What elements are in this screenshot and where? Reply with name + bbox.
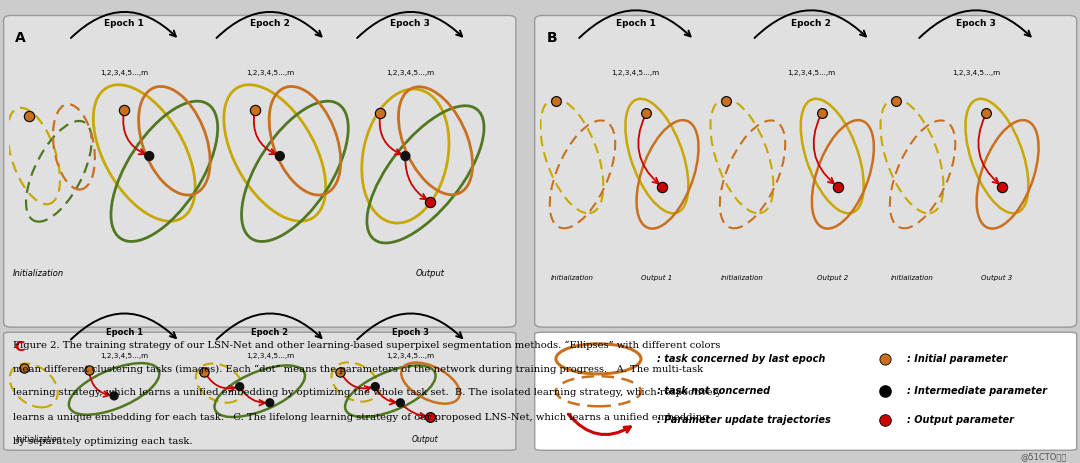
Text: Epoch 2: Epoch 2 [252, 328, 288, 337]
Text: A: A [15, 31, 26, 45]
Text: mean different clustering tasks (images). Each “dot” means the parameters of the: mean different clustering tasks (images)… [13, 364, 703, 374]
Text: 1,2,3,4,5...,m: 1,2,3,4,5...,m [246, 353, 294, 359]
Point [977, 110, 995, 117]
Text: 1,2,3,4,5...,m: 1,2,3,4,5...,m [951, 70, 1000, 76]
Text: 1,2,3,4,5...,m: 1,2,3,4,5...,m [100, 70, 148, 76]
Point [116, 106, 133, 114]
Text: Output: Output [413, 435, 438, 444]
Text: : Intermediate parameter: : Intermediate parameter [906, 386, 1047, 396]
Text: : Parameter update trajectories: : Parameter update trajectories [657, 415, 831, 425]
FancyBboxPatch shape [535, 332, 1077, 450]
Point [877, 388, 894, 395]
Text: Output: Output [416, 269, 445, 278]
Text: 1,2,3,4,5...,m: 1,2,3,4,5...,m [387, 353, 434, 359]
Text: Epoch 2: Epoch 2 [791, 19, 831, 28]
Text: 1,2,3,4,5...,m: 1,2,3,4,5...,m [611, 70, 660, 76]
Text: Output 3: Output 3 [982, 275, 1013, 282]
Text: @51CTO博客: @51CTO博客 [1021, 452, 1067, 461]
Point [653, 183, 671, 190]
Point [717, 97, 734, 105]
Text: C: C [15, 340, 25, 354]
Text: learning strategy, which learns a unified embedding by optimizing the whole task: learning strategy, which learns a unifie… [13, 388, 721, 397]
Point [140, 152, 158, 160]
Text: Epoch 3: Epoch 3 [391, 19, 430, 28]
Point [261, 399, 279, 407]
Text: : task not concerned: : task not concerned [657, 386, 770, 396]
Text: Epoch 3: Epoch 3 [956, 19, 996, 28]
Text: Output 2: Output 2 [816, 275, 848, 282]
Text: by separately optimizing each task.: by separately optimizing each task. [13, 437, 192, 445]
Text: 1,2,3,4,5...,m: 1,2,3,4,5...,m [100, 353, 148, 359]
Text: : Output parameter: : Output parameter [906, 415, 1013, 425]
Point [813, 110, 831, 117]
Text: initialization: initialization [891, 275, 933, 281]
Text: 1,2,3,4,5...,m: 1,2,3,4,5...,m [387, 70, 434, 76]
Text: initialization: initialization [720, 275, 764, 281]
Text: 1,2,3,4,5...,m: 1,2,3,4,5...,m [246, 70, 294, 76]
Point [396, 152, 414, 160]
Text: Initialization: Initialization [15, 435, 62, 444]
Point [877, 417, 894, 424]
Text: : task concerned by last epoch: : task concerned by last epoch [657, 354, 825, 364]
Point [80, 367, 97, 374]
Text: learns a unique embedding for each task.   C. The lifelong learning strategy of : learns a unique embedding for each task.… [13, 413, 708, 421]
Point [246, 106, 264, 114]
Point [15, 364, 32, 372]
FancyBboxPatch shape [535, 15, 1077, 327]
Text: Epoch 3: Epoch 3 [392, 328, 429, 337]
Point [392, 399, 409, 407]
Point [422, 198, 440, 206]
Text: Initialization: Initialization [13, 269, 65, 278]
Text: B: B [546, 31, 557, 45]
Text: : Initial parameter: : Initial parameter [906, 354, 1007, 364]
Point [637, 110, 654, 117]
Text: Figure 2. The training strategy of our LSN-Net and other learning-based superpix: Figure 2. The training strategy of our L… [13, 340, 720, 350]
Point [106, 392, 123, 400]
Text: Epoch 1: Epoch 1 [616, 19, 656, 28]
Point [195, 368, 213, 375]
Text: Epoch 1: Epoch 1 [104, 19, 144, 28]
Point [877, 355, 894, 363]
FancyBboxPatch shape [3, 332, 516, 450]
Point [332, 368, 349, 375]
Text: Initialization: Initialization [551, 275, 593, 281]
Text: Epoch 1: Epoch 1 [106, 328, 143, 337]
Text: Output 1: Output 1 [642, 275, 673, 282]
Point [422, 413, 440, 420]
Point [231, 383, 248, 390]
Point [548, 97, 565, 105]
Point [829, 183, 847, 190]
Point [271, 152, 288, 160]
FancyBboxPatch shape [3, 15, 516, 327]
Point [888, 97, 905, 105]
Point [994, 183, 1011, 190]
Point [372, 110, 389, 117]
Point [366, 383, 383, 390]
Text: Epoch 2: Epoch 2 [249, 19, 289, 28]
Text: 1,2,3,4,5...,m: 1,2,3,4,5...,m [787, 70, 835, 76]
Point [21, 113, 38, 120]
